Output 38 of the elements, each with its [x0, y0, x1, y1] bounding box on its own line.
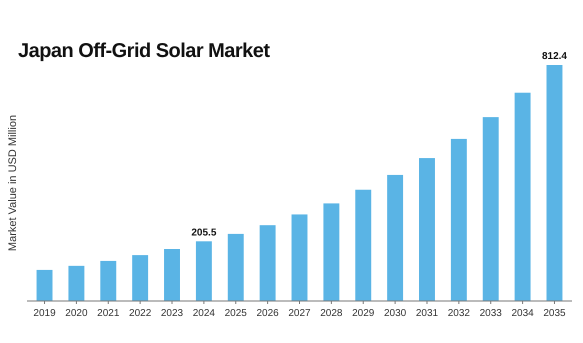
x-tick-label: 2029 [352, 308, 375, 319]
x-tick-label: 2019 [33, 308, 56, 319]
bar [323, 203, 340, 301]
bar [260, 225, 276, 301]
x-tick-label: 2028 [320, 308, 343, 319]
x-tick-label: 2034 [511, 308, 534, 319]
bar [164, 249, 180, 301]
bar [228, 234, 244, 301]
chart-title: Japan Off-Grid Solar Market [18, 40, 270, 62]
x-tick-label: 2020 [65, 308, 88, 319]
data-label: 205.5 [191, 227, 217, 238]
x-tick-label: 2035 [543, 308, 566, 319]
x-tick-label: 2025 [224, 308, 248, 319]
bar [419, 158, 435, 301]
y-axis-title: Market Value in USD Million [7, 114, 19, 252]
bar [387, 174, 404, 301]
bar [292, 214, 308, 301]
bar [450, 138, 467, 301]
x-tick-label: 2021 [97, 308, 120, 319]
x-tick-label: 2031 [416, 308, 439, 319]
bar [100, 260, 116, 301]
bar [355, 190, 372, 301]
bar [546, 65, 562, 301]
x-tick-label: 2030 [384, 308, 407, 319]
data-label: 812.4 [542, 51, 568, 62]
bar [36, 270, 52, 301]
x-tick-label: 2022 [129, 308, 152, 319]
x-tick-label: 2026 [256, 308, 280, 319]
bar [132, 255, 148, 301]
bar [482, 117, 499, 301]
x-tick-label: 2033 [480, 308, 502, 319]
bar [514, 92, 531, 301]
bar [68, 266, 84, 301]
x-tick-label: 2032 [448, 308, 470, 319]
x-tick-label: 2024 [192, 308, 216, 319]
x-tick-label: 2023 [160, 308, 184, 319]
x-tick-label: 2027 [288, 308, 312, 319]
bar [196, 241, 212, 301]
